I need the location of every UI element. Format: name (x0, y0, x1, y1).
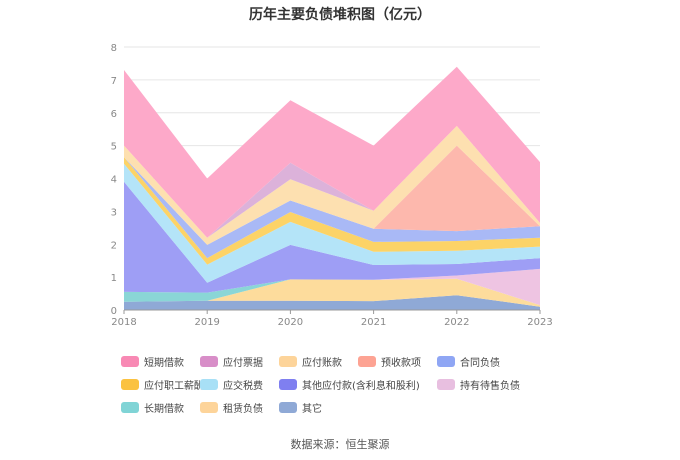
legend-label: 合同负债 (460, 358, 500, 369)
x-tick-label: 2022 (444, 317, 469, 328)
legend-label: 应付票据 (223, 358, 263, 369)
legend-item[interactable]: 其它 (279, 400, 358, 415)
legend-item[interactable]: 应交税费 (200, 377, 279, 392)
legend-item[interactable]: 应付票据 (200, 354, 279, 369)
chart-title: 历年主要负债堆积图（亿元） (249, 7, 431, 23)
legend-label: 应交税费 (223, 381, 263, 392)
y-tick-label: 0 (111, 306, 117, 317)
y-tick-label: 6 (111, 109, 117, 120)
area-租赁负债 (124, 278, 540, 307)
legend-label: 长期借款 (144, 404, 184, 415)
legend-item[interactable]: 预收款项 (358, 354, 437, 369)
legend-label: 其他应付款(含利息和股利) (302, 381, 420, 392)
y-tick-label: 2 (111, 240, 117, 251)
x-tick-label: 2020 (278, 317, 303, 328)
legend-label: 应付职工薪酬 (144, 381, 204, 392)
legend-swatch (121, 379, 139, 390)
area-短期借款 (124, 66, 540, 238)
legend-swatch (437, 356, 455, 367)
legend: 短期借款 应付票据 应付账款 预收款项 合同负债应付职工薪酬 应交税费 其他应付款(含利息和… (121, 354, 591, 415)
legend-label: 租赁负债 (223, 404, 263, 415)
x-tick-label: 2019 (194, 317, 219, 328)
legend-swatch (200, 379, 218, 390)
y-tick-label: 8 (111, 43, 117, 54)
area-预收款项 (124, 145, 540, 245)
legend-swatch (200, 402, 218, 413)
legend-swatch (279, 379, 297, 390)
y-tick-label: 5 (111, 142, 117, 153)
y-tick-label: 3 (111, 207, 117, 218)
legend-item[interactable]: 其他应付款(含利息和股利) (279, 377, 437, 392)
legend-item[interactable]: 应付职工薪酬 (121, 377, 204, 392)
legend-swatch (279, 356, 297, 367)
x-tick-label: 2021 (361, 317, 386, 328)
legend-label: 短期借款 (144, 358, 184, 369)
legend-item[interactable]: 租赁负债 (200, 400, 279, 415)
data-source-note: 数据来源：恒生聚源 (290, 438, 390, 451)
legend-swatch (358, 356, 376, 367)
area-应交税费 (124, 163, 540, 283)
area-series (124, 66, 540, 310)
area-其它 (124, 295, 540, 310)
area-应付账款 (124, 125, 540, 245)
legend-item[interactable]: 合同负债 (437, 354, 516, 369)
legend-swatch (437, 379, 455, 390)
y-tick-label: 1 (111, 273, 117, 284)
x-tick-label: 2023 (527, 317, 552, 328)
area-其他应付款(含利息和股利) (124, 181, 540, 293)
legend-item[interactable]: 持有待售负债 (437, 377, 520, 392)
legend-label: 持有待售负债 (460, 381, 520, 392)
area-持有待售负债 (124, 268, 540, 306)
area-合同负债 (124, 157, 540, 259)
legend-swatch (200, 356, 218, 367)
legend-label: 应付账款 (302, 358, 342, 369)
legend-item[interactable]: 短期借款 (121, 354, 200, 369)
y-tick-label: 7 (111, 76, 117, 87)
axes: 0 1 2 3 4 5 6 7 8 2018 2019 2020 2021 2022 2023 (111, 43, 553, 328)
legend-label: 其它 (302, 404, 322, 415)
legend-swatch (121, 356, 139, 367)
x-tick-label: 2018 (111, 317, 136, 328)
y-tick-label: 4 (111, 175, 117, 186)
legend-swatch (279, 402, 297, 413)
legend-item[interactable]: 应付账款 (279, 354, 358, 369)
legend-label: 预收款项 (381, 358, 421, 369)
legend-item[interactable]: 长期借款 (121, 400, 200, 415)
legend-swatch (121, 402, 139, 413)
